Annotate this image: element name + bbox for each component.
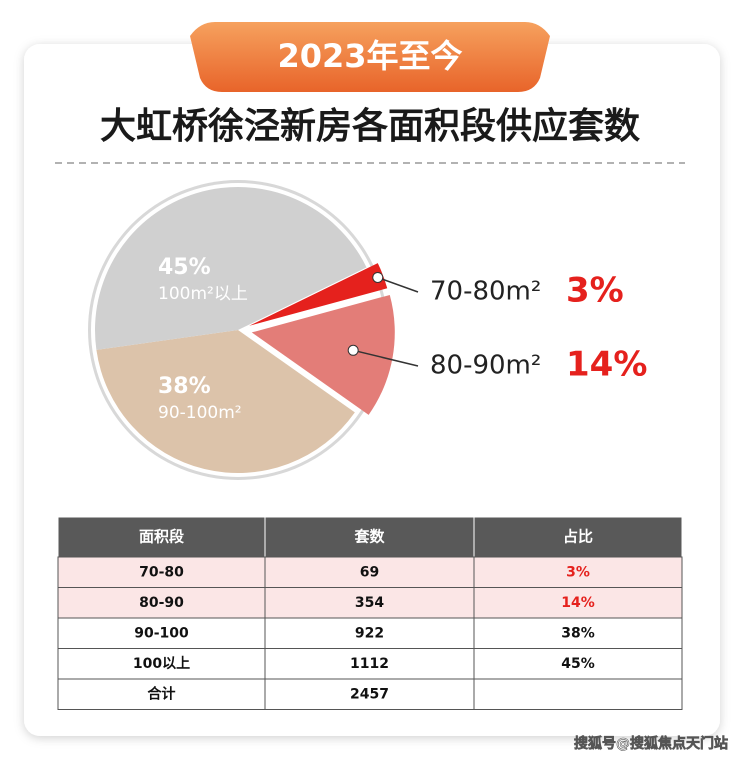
- cell: [473, 648, 683, 680]
- cell: [473, 556, 683, 588]
- cell-text: 354: [355, 595, 384, 611]
- cell: [57, 648, 266, 680]
- cell-text: 922: [355, 625, 384, 641]
- cell: [264, 648, 475, 680]
- slice-value-label: 45%: [158, 255, 211, 280]
- cell: [57, 678, 266, 710]
- callout-dot: [372, 271, 384, 283]
- cell: [264, 556, 475, 588]
- header-text: 面积段: [139, 528, 184, 546]
- cell: [264, 617, 475, 649]
- slice-value-label: 3%: [566, 271, 624, 311]
- cell-text: 100以上: [133, 656, 190, 672]
- slice-label: 100m²以上: [158, 284, 248, 304]
- callout-dot: [347, 344, 359, 356]
- cell: [264, 678, 475, 710]
- header-text: 套数: [353, 528, 385, 546]
- pie-slice: [94, 186, 367, 350]
- header-text: 占比: [563, 528, 593, 546]
- callout-line: [377, 276, 419, 293]
- pie-slice: [96, 330, 355, 474]
- pie-slice: [251, 294, 395, 415]
- slice-label: 80-90m²: [430, 351, 541, 381]
- cell-text: 14%: [561, 595, 595, 611]
- table: 面积段 套数 占比 70-80 69 3% 80-90 354 14% 90-100 922 38% 1…: [57, 516, 683, 710]
- cell-text: 38%: [561, 625, 595, 641]
- slice-value-label: 38%: [158, 374, 211, 399]
- cell-text: 1112: [350, 656, 389, 672]
- slice-label: 90-100m²: [158, 403, 242, 423]
- cell: [57, 587, 266, 619]
- cell-text: 3%: [566, 564, 590, 580]
- badge-bg: [190, 22, 550, 92]
- watermark: 搜狐号@搜狐焦点天门站: [574, 735, 728, 752]
- badge: 2023年至今: [277, 37, 462, 75]
- cell: [473, 587, 683, 619]
- cell-text: 70-80: [139, 564, 184, 580]
- cell-text: 90-100: [134, 625, 189, 641]
- cell-text: 45%: [561, 656, 595, 672]
- cell-text: 合计: [148, 685, 176, 702]
- slice-value-label: 14%: [566, 345, 647, 385]
- cell: [473, 617, 683, 649]
- cell-text: 80-90: [139, 595, 184, 611]
- cell: [57, 617, 266, 649]
- cell-text: 2457: [350, 686, 389, 702]
- cell: [57, 556, 266, 588]
- cell-text: 69: [360, 564, 379, 580]
- pie-slice: [249, 263, 388, 326]
- cell: [264, 587, 475, 619]
- pie: 70-80m² 3% 80-90m² 14% 38% 90-100m² 45% 100m²以上: [94, 186, 647, 474]
- header-cell: [473, 516, 683, 558]
- callout-line: [353, 349, 419, 367]
- cell: [473, 678, 683, 710]
- chart-title: 大虹桥徐泾新房各面积段供应套数: [100, 106, 640, 147]
- slice-label: 70-80m²: [430, 277, 541, 307]
- header-cell: [264, 516, 475, 558]
